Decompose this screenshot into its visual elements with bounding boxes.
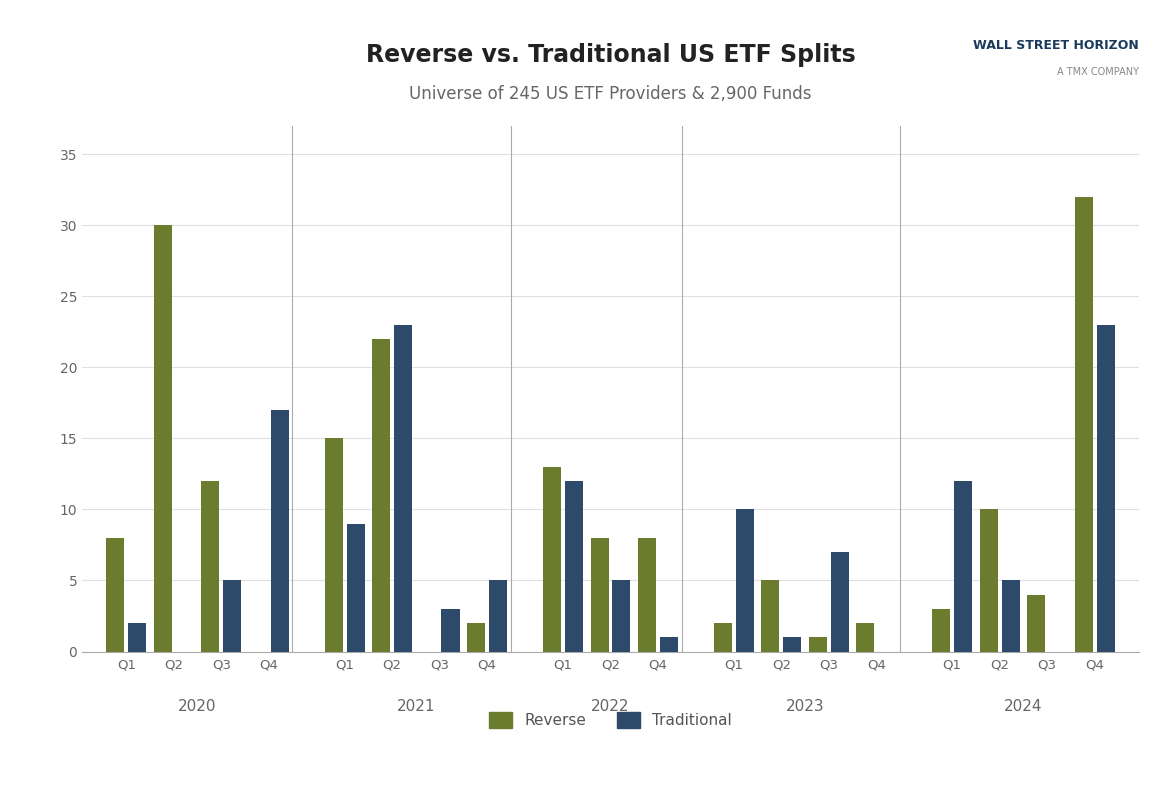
Text: WALL STREET HORIZON: WALL STREET HORIZON [973, 39, 1139, 53]
Bar [441, 609, 459, 652]
Text: 2022: 2022 [592, 699, 629, 714]
Bar [544, 467, 561, 652]
Bar [223, 580, 241, 652]
Bar [809, 637, 826, 652]
Bar [637, 538, 656, 652]
Bar [1001, 580, 1020, 652]
Bar [714, 623, 733, 652]
Bar [128, 623, 147, 652]
Text: A TMX COMPANY: A TMX COMPANY [1057, 67, 1139, 77]
Text: Universe of 245 US ETF Providers & 2,900 Funds: Universe of 245 US ETF Providers & 2,900… [410, 86, 811, 103]
Bar [394, 325, 412, 652]
Bar [954, 481, 972, 652]
Bar [736, 509, 754, 652]
Bar [831, 552, 849, 652]
Bar [488, 580, 507, 652]
Text: Reverse vs. Traditional US ETF Splits: Reverse vs. Traditional US ETF Splits [365, 43, 856, 67]
Bar [201, 481, 220, 652]
Bar [325, 438, 343, 652]
Bar [591, 538, 608, 652]
Bar [372, 339, 390, 652]
Bar [107, 538, 124, 652]
Bar [271, 410, 289, 652]
Bar [980, 509, 998, 652]
Text: 2021: 2021 [397, 699, 436, 714]
Bar [783, 637, 802, 652]
Bar [346, 524, 365, 652]
Bar [1074, 197, 1093, 652]
Bar [932, 609, 950, 652]
Text: 2023: 2023 [785, 699, 824, 714]
Legend: Reverse, Traditional: Reverse, Traditional [481, 705, 740, 736]
Text: 2024: 2024 [1004, 699, 1043, 714]
Bar [565, 481, 583, 652]
Bar [762, 580, 780, 652]
Bar [1097, 325, 1114, 652]
Bar [613, 580, 630, 652]
Bar [154, 225, 171, 652]
Text: 2020: 2020 [178, 699, 217, 714]
Bar [856, 623, 875, 652]
Bar [660, 637, 677, 652]
Bar [467, 623, 485, 652]
Bar [1027, 595, 1045, 652]
